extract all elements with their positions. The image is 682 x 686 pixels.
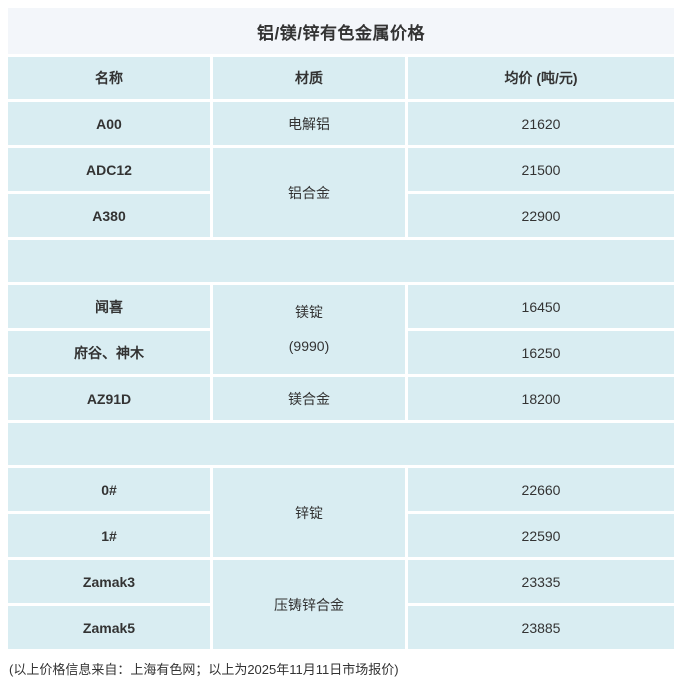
name-cell: 府谷、神木 [8,331,210,374]
column-header-price: 均价 (吨/元) [408,57,674,99]
material-line-2: (9990) [288,337,330,354]
material-cell: 锌锭 [213,468,405,557]
price-cell: 22900 [408,194,674,237]
table-row: 府谷、神木 16250 [8,331,674,374]
name-cell: 1# [8,514,210,557]
section-spacer-row [8,240,674,282]
source-note: (以上价格信息来自：上海有色网；以上为2025年11月11日市场报价) [9,662,399,677]
table-row: 0# 锌锭 22660 [8,468,674,557]
column-header-material: 材质 [213,57,405,99]
material-cell: 镁锭 (9990) [213,285,405,374]
name-cell: Zamak5 [8,606,210,649]
name-cell: 0# [8,468,210,511]
price-cell: 22660 [408,468,674,511]
material-line-1: 镁锭 [295,303,323,320]
table-row: 闻喜 镁锭 (9990) 16450 [8,285,674,374]
name-cell: ADC12 [8,148,210,191]
price-table: 名称 材质 均价 (吨/元) A00 电解铝 21620 ADC12 铝合金 2… [5,54,677,652]
price-cell: 16450 [408,285,674,328]
table-row: Zamak5 23885 [8,606,674,649]
table-row: AZ91D 镁合金 18200 [8,377,674,420]
price-cell: 21500 [408,148,674,191]
price-cell: 23885 [408,606,674,649]
name-cell: Zamak3 [8,560,210,603]
material-cell: 铝合金 [213,148,405,237]
table-row: ADC12 铝合金 21500 [8,148,674,237]
section-spacer [8,240,674,282]
column-header-name: 名称 [8,57,210,99]
table-row: 1# 22590 [8,514,674,557]
price-cell: 16250 [408,331,674,374]
table-title: 铝/镁/锌有色金属价格 [8,8,674,54]
name-cell: AZ91D [8,377,210,420]
section-spacer [8,423,674,465]
material-cell: 电解铝 [213,102,405,145]
name-cell: 闻喜 [8,285,210,328]
price-cell: 18200 [408,377,674,420]
table-row: A380 22900 [8,194,674,237]
section-spacer-row [8,423,674,465]
header-row: 名称 材质 均价 (吨/元) [8,57,674,99]
material-cell: 镁合金 [213,377,405,420]
material-cell: 压铸锌合金 [213,560,405,649]
table-row: Zamak3 压铸锌合金 23335 [8,560,674,649]
name-cell: A00 [8,102,210,145]
price-cell: 21620 [408,102,674,145]
name-cell: A380 [8,194,210,237]
price-cell: 23335 [408,560,674,603]
table-row: A00 电解铝 21620 [8,102,674,145]
price-cell: 22590 [408,514,674,557]
